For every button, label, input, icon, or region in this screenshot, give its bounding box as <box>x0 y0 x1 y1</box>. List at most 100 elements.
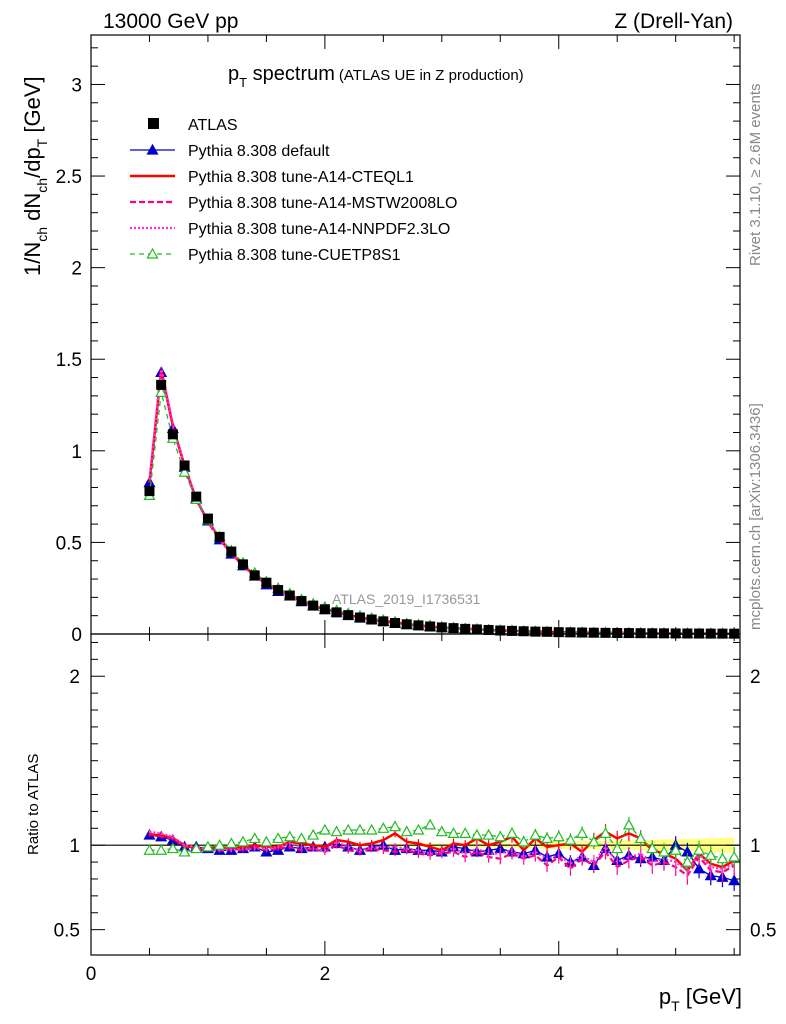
series-marker-ratio <box>622 818 635 830</box>
atlas-data-point <box>191 491 202 502</box>
atlas-data-point <box>460 623 471 634</box>
y-axis-label-ratio: Ratio to ATLAS <box>25 754 42 855</box>
series-marker-ratio <box>693 844 706 855</box>
series-marker-ratio <box>529 828 542 840</box>
atlas-data-point <box>261 577 272 588</box>
series-marker-ratio <box>564 833 577 845</box>
series-marker-ratio <box>424 818 437 830</box>
y-tick-label-main: 1 <box>71 442 82 463</box>
atlas-data-point <box>296 596 307 607</box>
series-marker-ratio <box>260 835 273 847</box>
series-marker-ratio <box>704 849 717 860</box>
series-line-ratio-3 <box>149 830 735 873</box>
atlas-data-point <box>179 460 190 471</box>
series-marker-ratio <box>213 838 226 850</box>
header-left: 13000 GeV pp <box>103 10 238 33</box>
series-marker-ratio <box>599 827 612 838</box>
series-marker-ratio <box>318 823 331 835</box>
legend-label-1: Pythia 8.308 tune-A14-CTEQL1 <box>188 169 414 186</box>
series-marker-ratio <box>400 825 413 837</box>
axis-ticks: 0 2 4 0 0.5 1 1.5 2 2.5 3 0.5 0.5 1 1 2 2 <box>54 35 776 985</box>
atlas-data-point <box>635 628 646 639</box>
series-marker-ratio <box>166 842 179 854</box>
series-marker-ratio <box>482 828 495 840</box>
atlas-data-point <box>623 628 634 639</box>
series-marker-ratio <box>190 842 203 854</box>
series-marker-ratio <box>587 835 600 847</box>
legend-label-2: Pythia 8.308 tune-A14-MSTW2008LO <box>188 195 457 212</box>
atlas-data-point <box>495 625 506 636</box>
atlas-data-point <box>366 614 377 625</box>
series-marker-ratio <box>576 827 589 838</box>
series-marker-ratio <box>272 832 285 844</box>
atlas-data-point <box>214 531 225 542</box>
atlas-data-point <box>647 628 658 639</box>
atlas-data-point <box>308 600 319 611</box>
series-marker-ratio <box>693 862 706 874</box>
series-marker-ratio <box>494 830 507 842</box>
y-tick-label-ratio-right: 1 <box>750 836 761 857</box>
legend-marker-atlas <box>148 118 159 129</box>
atlas-data-point <box>425 621 436 632</box>
atlas-data-point <box>530 626 541 637</box>
rivet-version-label: Rivet 3.1.10, ≥ 2.6M events <box>747 84 764 267</box>
y-tick-label-main: 2.5 <box>56 167 82 188</box>
series-marker-ratio <box>236 835 250 847</box>
x-axis-label: pT [GeV] <box>659 984 742 1014</box>
series-marker-ratio <box>295 832 308 844</box>
y-tick-label-ratio: 1 <box>69 836 80 857</box>
panel-frames <box>90 34 741 956</box>
y-tick-label-ratio: 2 <box>69 667 80 688</box>
atlas-data-point <box>565 627 576 638</box>
analysis-watermark: ATLAS_2019_I1736531 <box>332 591 481 607</box>
atlas-data-point <box>658 628 669 639</box>
atlas-data-point <box>600 627 611 638</box>
series-marker-ratio <box>201 840 214 852</box>
x-tick-label: 4 <box>553 964 564 985</box>
atlas-data-point <box>202 513 213 524</box>
series-marker-ratio <box>669 844 682 855</box>
atlas-data-point <box>273 585 284 596</box>
series-marker-ratio <box>365 823 378 835</box>
atlas-data-point <box>144 486 155 497</box>
y-tick-label-ratio-right: 0.5 <box>750 921 776 942</box>
series-marker-ratio <box>330 825 343 837</box>
series-marker-ratio <box>657 845 671 857</box>
y-tick-label-main: 0 <box>71 625 82 646</box>
legend-label-0: Pythia 8.308 default <box>188 143 330 160</box>
series-marker-ratio <box>728 874 741 886</box>
atlas-data-point <box>226 546 237 557</box>
atlas-data-point <box>413 620 424 631</box>
series-marker-ratio <box>353 823 366 835</box>
series-marker-ratio <box>248 832 261 844</box>
y-tick-label-ratio-right: 2 <box>750 667 761 688</box>
atlas-data-point <box>249 570 260 581</box>
series-marker-ratio <box>412 823 425 835</box>
y-tick-label-main: 1.5 <box>56 350 82 371</box>
ratio-panel-series <box>143 816 741 891</box>
plot-title: pT spectrum (ATLAS UE in Z production) <box>228 63 524 90</box>
legend-label-3: Pythia 8.308 tune-A14-NNPDF2.3LO <box>188 221 450 238</box>
series-marker-ratio <box>716 852 729 864</box>
series-marker-main <box>155 386 168 397</box>
series-marker-ratio <box>459 827 472 838</box>
x-tick-label: 2 <box>320 964 331 985</box>
series-marker-ratio <box>435 825 448 837</box>
series-marker-ratio <box>178 845 191 857</box>
series-marker-ratio <box>143 844 156 855</box>
y-tick-label-main: 3 <box>71 75 82 96</box>
atlas-data-point <box>167 429 178 440</box>
series-marker-ratio <box>646 842 659 854</box>
atlas-data-point <box>588 627 599 638</box>
atlas-data-point <box>518 626 529 637</box>
ratio-panel-frame <box>90 633 741 956</box>
atlas-data-point <box>401 619 412 630</box>
series-marker-ratio <box>377 822 390 833</box>
atlas-data-point <box>238 559 249 570</box>
atlas-data-point <box>553 627 564 638</box>
atlas-data-point <box>378 616 389 627</box>
y-axis-label-main: 1/Nch dNch/dpT [GeV] <box>20 76 50 276</box>
series-marker-ratio <box>155 844 168 855</box>
series-marker-ratio <box>225 837 238 849</box>
